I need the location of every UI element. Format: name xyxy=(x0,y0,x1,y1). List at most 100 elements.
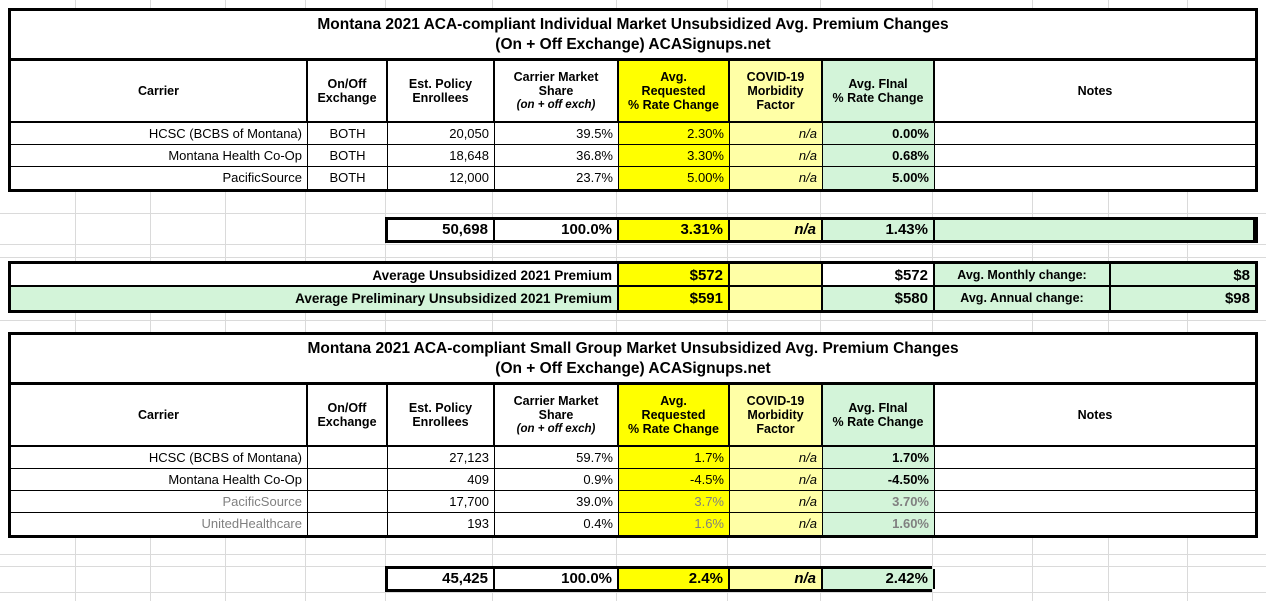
premium-final-cell: $572 xyxy=(823,264,935,285)
final-cell: 5.00% xyxy=(823,167,935,189)
covid-cell: n/a xyxy=(730,513,823,535)
table-row: PacificSource 17,700 39.0% 3.7% n/a 3.70… xyxy=(11,491,1255,513)
share-cell: 23.7% xyxy=(495,167,619,189)
premium-final-cell: $580 xyxy=(823,287,935,310)
col-header-enrollees: Est. Policy Enrollees xyxy=(388,385,495,445)
carrier-cell: Montana Health Co-Op xyxy=(11,145,308,166)
individual-title-line1: Montana 2021 ACA-compliant Individual Ma… xyxy=(317,15,949,33)
table-row: Montana Health Co-Op BOTH 18,648 36.8% 3… xyxy=(11,145,1255,167)
covid-cell: n/a xyxy=(730,145,823,166)
carrier-cell: HCSC (BCBS of Montana) xyxy=(11,123,308,144)
monthly-change-label: Avg. Monthly change: xyxy=(935,264,1111,285)
total-enrollees-cell: 50,698 xyxy=(388,220,495,240)
requested-cell: 2.30% xyxy=(619,123,730,144)
col-header-notes: Notes xyxy=(1077,84,1113,98)
notes-cell xyxy=(935,491,1255,512)
covid-cell: n/a xyxy=(730,469,823,490)
covid-cell: n/a xyxy=(730,491,823,512)
notes-cell xyxy=(935,123,1255,144)
total-covid-cell: n/a xyxy=(730,569,823,589)
individual-header-row: Carrier On/Off Exchange Est. Policy Enro… xyxy=(11,61,1255,123)
gridline xyxy=(0,257,1266,258)
individual-title-line2: (On + Off Exchange) ACASignups.net xyxy=(495,35,771,53)
notes-cell xyxy=(935,145,1255,166)
table-row: Montana Health Co-Op 409 0.9% -4.5% n/a … xyxy=(11,469,1255,491)
requested-cell: 1.7% xyxy=(619,447,730,468)
carrier-cell: PacificSource xyxy=(11,491,308,512)
exchange-cell xyxy=(308,513,388,535)
total-final-cell: 1.43% xyxy=(823,220,935,240)
gridline xyxy=(0,554,1266,555)
total-share-cell: 100.0% xyxy=(495,220,619,240)
table-row: HCSC (BCBS of Montana) 27,123 59.7% 1.7%… xyxy=(11,447,1255,469)
notes-cell xyxy=(935,167,1255,189)
final-cell: 0.00% xyxy=(823,123,935,144)
avg-premium-row: Average Unsubsidized 2021 Premium $572 $… xyxy=(11,264,1255,287)
average-premium-block: Average Unsubsidized 2021 Premium $572 $… xyxy=(8,261,1258,313)
small-group-table-title: Montana 2021 ACA-compliant Small Group M… xyxy=(11,335,1255,385)
gridline xyxy=(0,320,1266,321)
total-share-cell: 100.0% xyxy=(495,569,619,589)
col-header-exchange: On/Off Exchange xyxy=(308,385,388,445)
share-cell: 39.5% xyxy=(495,123,619,144)
covid-cell: n/a xyxy=(730,167,823,189)
final-cell: -4.50% xyxy=(823,469,935,490)
total-final-cell: 2.42% xyxy=(823,569,935,589)
premium-label-cell: Average Preliminary Unsubsidized 2021 Pr… xyxy=(11,287,619,310)
covid-cell: n/a xyxy=(730,123,823,144)
notes-cell xyxy=(935,469,1255,490)
annual-change-value: $98 xyxy=(1111,287,1255,310)
exchange-cell: BOTH xyxy=(308,145,388,166)
exchange-cell xyxy=(308,469,388,490)
annual-change-label: Avg. Annual change: xyxy=(935,287,1111,310)
total-requested-cell: 3.31% xyxy=(619,220,730,240)
requested-cell: 1.6% xyxy=(619,513,730,535)
small-group-title-line1: Montana 2021 ACA-compliant Small Group M… xyxy=(307,339,959,357)
col-header-carrier: Carrier xyxy=(11,61,308,121)
final-cell: 0.68% xyxy=(823,145,935,166)
premium-covid-cell xyxy=(730,264,823,285)
requested-cell: 5.00% xyxy=(619,167,730,189)
table-row: PacificSource BOTH 12,000 23.7% 5.00% n/… xyxy=(11,167,1255,189)
total-notes-cell xyxy=(935,220,1255,240)
covid-cell: n/a xyxy=(730,447,823,468)
share-cell: 0.9% xyxy=(495,469,619,490)
individual-table-title: Montana 2021 ACA-compliant Individual Ma… xyxy=(11,11,1255,61)
carrier-cell: PacificSource xyxy=(11,167,308,189)
exchange-cell xyxy=(308,447,388,468)
requested-cell: -4.5% xyxy=(619,469,730,490)
share-cell: 39.0% xyxy=(495,491,619,512)
enrollees-cell: 18,648 xyxy=(388,145,495,166)
premium-covid-cell xyxy=(730,287,823,310)
col-header-covid: COVID-19 Morbidity Factor xyxy=(730,385,823,445)
total-covid-cell: n/a xyxy=(730,220,823,240)
requested-cell: 3.7% xyxy=(619,491,730,512)
enrollees-cell: 409 xyxy=(388,469,495,490)
gridline xyxy=(0,592,1266,593)
total-requested-cell: 2.4% xyxy=(619,569,730,589)
col-header-market-share: Carrier Market Share (on + off exch) xyxy=(495,61,619,121)
col-header-enrollees: Est. Policy Enrollees xyxy=(388,61,495,121)
enrollees-cell: 27,123 xyxy=(388,447,495,468)
exchange-cell: BOTH xyxy=(308,167,388,189)
notes-cell xyxy=(935,513,1255,535)
col-header-covid: COVID-19 Morbidity Factor xyxy=(730,61,823,121)
share-cell: 36.8% xyxy=(495,145,619,166)
share-cell: 59.7% xyxy=(495,447,619,468)
final-cell: 3.70% xyxy=(823,491,935,512)
enrollees-cell: 193 xyxy=(388,513,495,535)
notes-cell xyxy=(935,447,1255,468)
final-cell: 1.70% xyxy=(823,447,935,468)
gridline xyxy=(0,244,1266,245)
premium-requested-cell: $591 xyxy=(619,287,730,310)
carrier-cell: UnitedHealthcare xyxy=(11,513,308,535)
col-header-notes: Notes xyxy=(1077,408,1113,422)
avg-premium-row: Average Preliminary Unsubsidized 2021 Pr… xyxy=(11,287,1255,310)
col-header-final: Avg. FInal % Rate Change xyxy=(823,61,935,121)
small-group-totals-row: 45,425 100.0% 2.4% n/a 2.42% xyxy=(385,566,935,592)
enrollees-cell: 17,700 xyxy=(388,491,495,512)
col-header-market-share: Carrier Market Share (on + off exch) xyxy=(495,385,619,445)
col-header-requested: Avg. Requested % Rate Change xyxy=(619,61,730,121)
carrier-cell: HCSC (BCBS of Montana) xyxy=(11,447,308,468)
